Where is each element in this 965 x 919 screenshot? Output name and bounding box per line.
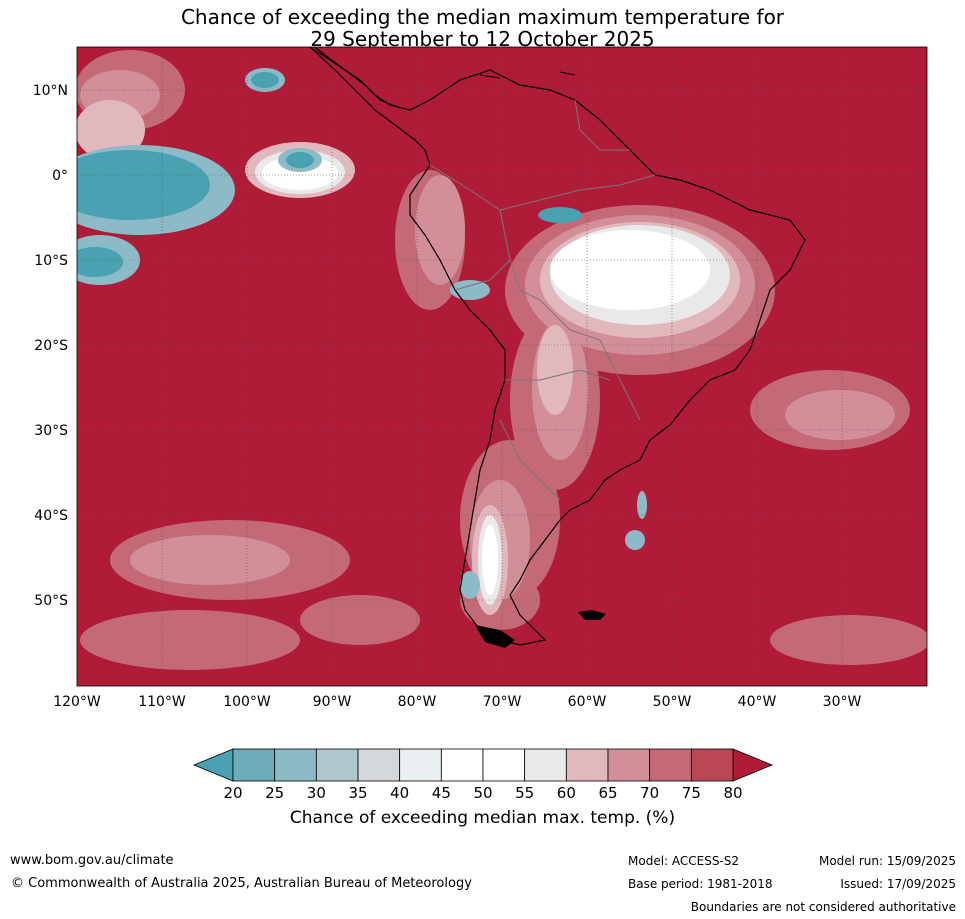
colorbar-segment	[357, 748, 401, 782]
latitude-labels: 10°N 0° 10°S 20°S 30°S 40°S 50°S	[33, 83, 68, 609]
lon-label: 100°W	[223, 694, 271, 710]
footer-model-run: Model run: 15/09/2025	[818, 854, 956, 868]
colorbar-segment	[274, 748, 317, 782]
footer-model: Model: ACCESS-S2	[628, 854, 740, 868]
map-field	[77, 47, 927, 686]
lat-label: 40°S	[34, 508, 68, 524]
colorbar-segment	[690, 748, 734, 782]
footer-base-period: Base period: 1981-2018	[628, 877, 773, 891]
lat-label: 10°N	[33, 83, 68, 99]
lon-label: 60°W	[568, 694, 607, 710]
colorbar-tick-label: 55	[515, 784, 534, 802]
falkland-islands	[578, 610, 606, 620]
lon-label: 40°W	[738, 694, 777, 710]
colorbar-tick-label: 75	[682, 784, 701, 802]
map-frame	[76, 46, 928, 687]
colorbar-segment	[565, 748, 609, 782]
lat-label: 10°S	[34, 253, 68, 269]
colorbar-tick-label: 65	[598, 784, 617, 802]
caribbean-islands	[479, 71, 576, 79]
lat-label: 0°	[52, 168, 68, 184]
colorbar-tick-label: 35	[348, 784, 367, 802]
colorbar-segment	[607, 748, 651, 782]
colorbar-tick-label: 80	[723, 784, 742, 802]
colorbar-segment	[524, 748, 567, 782]
graticule	[77, 47, 927, 686]
footer-issued: Issued: 17/09/2025	[840, 877, 956, 891]
colorbar-segment	[399, 748, 442, 782]
footer-copyright: © Commonwealth of Australia 2025, Austra…	[11, 876, 472, 891]
colorbar-label: Chance of exceeding median max. temp. (%…	[289, 808, 676, 828]
colorbar-tick-label: 20	[223, 784, 242, 802]
lon-label: 80°W	[398, 694, 437, 710]
lon-label: 90°W	[313, 694, 352, 710]
colorbar-tick-label: 40	[390, 784, 409, 802]
colorbar-tick-label: 50	[473, 784, 492, 802]
colorbar-tick-label: 30	[307, 784, 326, 802]
tierra-del-fuego	[475, 625, 515, 648]
map-title-line2: 29 September to 12 October 2025	[310, 27, 655, 51]
colorbar: 20 25 30 35 40 45 50 55 60 65 70 75 80	[192, 748, 774, 802]
map-title-line1: Chance of exceeding the median maximum t…	[180, 5, 785, 29]
colorbar-tick-label: 70	[640, 784, 659, 802]
central-america-coastline	[314, 47, 401, 109]
country-borders	[429, 99, 656, 501]
lon-label: 30°W	[823, 694, 862, 710]
colorbar-tick-label: 25	[265, 784, 284, 802]
longitude-labels: 120°W 110°W 100°W 90°W 80°W 70°W 60°W 50…	[53, 694, 861, 710]
lon-label: 110°W	[138, 694, 186, 710]
colorbar-arrow-right	[732, 748, 774, 782]
colorbar-segment	[315, 748, 359, 782]
lat-label: 50°S	[34, 593, 68, 609]
colorbar-tick-label: 45	[432, 784, 451, 802]
colorbar-segment	[440, 748, 484, 782]
lon-label: 120°W	[53, 694, 101, 710]
south-america-coastline	[309, 47, 806, 646]
lon-label: 50°W	[653, 694, 692, 710]
footer-url[interactable]: www.bom.gov.au/climate	[10, 853, 174, 868]
lon-label: 70°W	[483, 694, 522, 710]
probability-20-25-regions	[77, 72, 582, 277]
colorbar-segment	[482, 748, 526, 782]
colorbar-tick-label: 60	[557, 784, 576, 802]
lat-label: 30°S	[34, 423, 68, 439]
colorbar-segment	[649, 748, 692, 782]
colorbar-segment	[232, 748, 276, 782]
footer-disclaimer: Boundaries are not considered authoritat…	[690, 900, 956, 914]
colorbar-arrow-left	[192, 748, 234, 782]
lat-label: 20°S	[34, 338, 68, 354]
